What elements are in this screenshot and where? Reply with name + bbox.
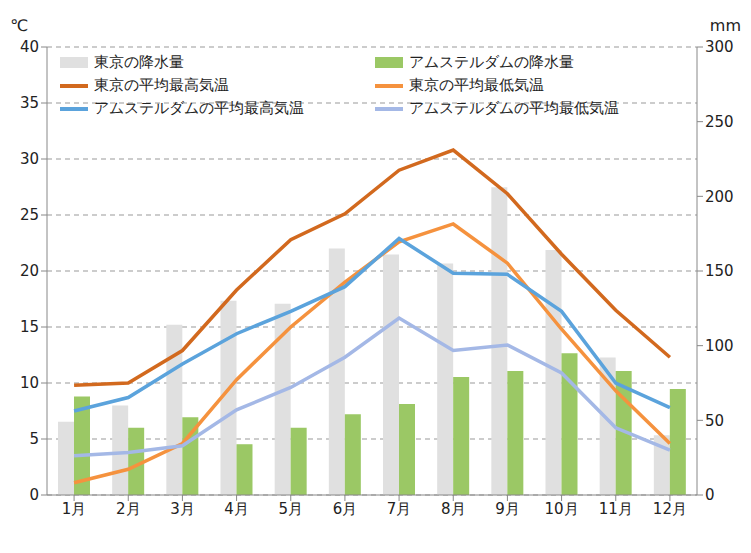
svg-text:15: 15 (20, 318, 39, 336)
svg-text:10: 10 (20, 374, 39, 392)
svg-text:100: 100 (705, 337, 734, 355)
html-text:東京の平均最低気温: 東京の平均最低気温 (409, 76, 544, 94)
svg-text:10月: 10月 (545, 500, 579, 518)
svg-text:0: 0 (705, 486, 715, 504)
svg-text:40: 40 (20, 38, 39, 56)
svg-text:6月: 6月 (333, 500, 358, 518)
svg-text:3月: 3月 (170, 500, 195, 518)
html-text:mm: mm (709, 16, 741, 35)
html-text:東京の平均最高気温: 東京の平均最高気温 (94, 76, 229, 94)
svg-text:4月: 4月 (224, 500, 249, 518)
svg-text:5月: 5月 (278, 500, 303, 518)
svg-text:30: 30 (20, 150, 39, 168)
svg-text:9月: 9月 (495, 500, 520, 518)
svg-text:20: 20 (20, 262, 39, 280)
svg-text:250: 250 (705, 113, 734, 131)
html-text:アムステルダムの降水量: アムステルダムの降水量 (409, 53, 574, 71)
html-text:アムステルダムの平均最高気温: アムステルダムの平均最高気温 (94, 99, 304, 117)
svg-text:0: 0 (29, 486, 39, 504)
svg-text:50: 50 (705, 412, 724, 430)
svg-text:12月: 12月 (653, 500, 687, 518)
svg-text:5: 5 (29, 430, 39, 448)
svg-text:7月: 7月 (387, 500, 412, 518)
svg-text:300: 300 (705, 38, 734, 56)
html-text:アムステルダムの平均最低気温: アムステルダムの平均最低気温 (409, 99, 619, 117)
svg-text:150: 150 (705, 262, 734, 280)
svg-text:2月: 2月 (116, 500, 141, 518)
svg-text:200: 200 (705, 188, 734, 206)
svg-text:8月: 8月 (441, 500, 466, 518)
svg-text:25: 25 (20, 206, 39, 224)
svg-text:1月: 1月 (62, 500, 87, 518)
html-text:東京の降水量: 東京の降水量 (94, 53, 184, 71)
svg-text:35: 35 (20, 94, 39, 112)
svg-text:11月: 11月 (599, 500, 633, 518)
